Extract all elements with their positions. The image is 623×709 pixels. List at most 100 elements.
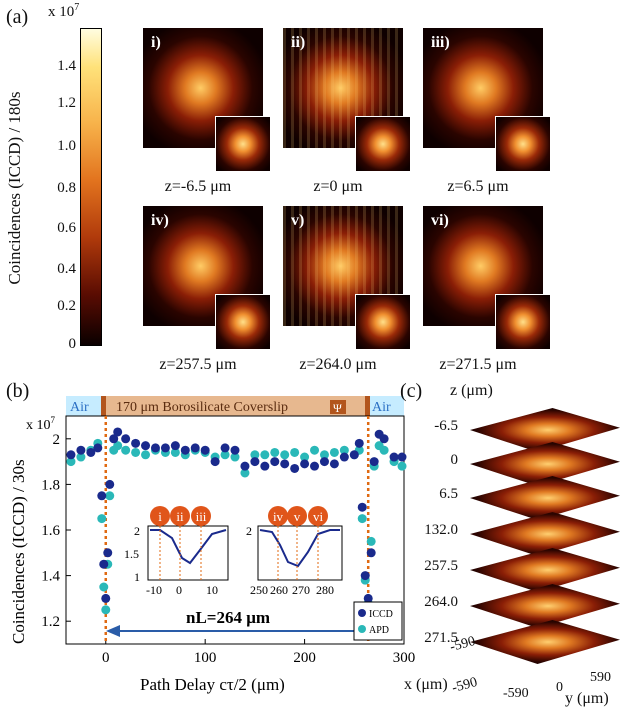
stack-z-label: 264.0 bbox=[424, 594, 458, 610]
panel-b-label: (b) bbox=[6, 380, 30, 402]
data-point-apd bbox=[270, 447, 280, 457]
data-point-iccd bbox=[200, 445, 210, 455]
stack-z-label: 132.0 bbox=[424, 522, 458, 538]
inset-ytick: 2 bbox=[246, 524, 252, 538]
image-tag: vi) bbox=[431, 212, 449, 229]
nl-arrow-head-left bbox=[106, 625, 120, 637]
data-point-apd bbox=[310, 445, 320, 455]
air-left-box bbox=[66, 396, 104, 416]
panel-a-label: (a) bbox=[6, 6, 29, 28]
data-point-iccd bbox=[210, 457, 220, 467]
boundary-markers bbox=[104, 416, 370, 644]
inset-xtick: 0 bbox=[176, 583, 182, 597]
coverslip-box bbox=[104, 396, 368, 416]
inset-marker-circle bbox=[287, 506, 307, 526]
air-left-text: Air bbox=[70, 400, 89, 415]
y-tick-c: 590 bbox=[590, 670, 611, 685]
data-point-apd bbox=[131, 447, 141, 457]
data-point-iccd bbox=[357, 502, 367, 512]
image-inset bbox=[355, 116, 411, 172]
image-tag: v) bbox=[291, 212, 305, 229]
image-tag: i) bbox=[151, 34, 161, 51]
data-point-apd bbox=[339, 445, 349, 455]
data-point-iccd bbox=[354, 438, 364, 448]
data-point-iccd bbox=[109, 434, 119, 444]
inset-xtick: 280 bbox=[316, 583, 334, 597]
data-point-iccd bbox=[160, 443, 170, 453]
stack-slice bbox=[470, 512, 620, 556]
inset-marker-circle bbox=[268, 506, 288, 526]
colorbar-tick: 1.2 bbox=[57, 95, 76, 111]
data-point-apd bbox=[141, 450, 151, 460]
inset-marker-label: iv bbox=[273, 509, 284, 524]
z-position-label: z=6.5 μm bbox=[447, 178, 509, 195]
stack-z-label: 271.5 bbox=[424, 630, 458, 646]
data-point-apd bbox=[300, 452, 310, 462]
inset-marker-label: v bbox=[294, 509, 301, 524]
data-point-iccd bbox=[329, 459, 339, 469]
data-point-iccd bbox=[319, 457, 329, 467]
inset-ytick: 2 bbox=[134, 524, 140, 538]
legend-apd: APD bbox=[369, 625, 389, 636]
inset-marker-label: ii bbox=[176, 509, 184, 524]
nl-annotation: nL=264 μm bbox=[186, 608, 270, 627]
data-point-iccd bbox=[170, 441, 180, 451]
data-point-iccd bbox=[270, 457, 280, 467]
image-tag: ii) bbox=[291, 34, 306, 51]
data-point-apd bbox=[319, 450, 329, 460]
data-point-apd bbox=[357, 514, 367, 524]
y-axis-c-label: y (μm) bbox=[565, 690, 609, 707]
stack-slice bbox=[470, 548, 620, 592]
inset-ytick: 1 bbox=[134, 570, 140, 584]
data-point-iccd bbox=[366, 548, 376, 558]
legend-iccd-dot bbox=[358, 609, 366, 617]
data-point-iccd bbox=[76, 445, 86, 455]
panel-c-zlabel: z (μm) bbox=[450, 382, 493, 399]
data-point-iccd bbox=[360, 571, 370, 581]
data-point-apd bbox=[113, 441, 123, 451]
data-point-iccd bbox=[363, 593, 373, 603]
image-tag: iv) bbox=[151, 212, 169, 229]
colorbar-exponent-power: 7 bbox=[74, 2, 80, 13]
data-point-apd bbox=[121, 445, 131, 455]
inset-2-curve bbox=[259, 529, 340, 568]
colorbar-tick: 0 bbox=[68, 336, 77, 352]
data-point-iccd bbox=[66, 450, 76, 460]
colorbar-exponent-base: x 10 bbox=[48, 4, 75, 20]
inset-marker-label: iii bbox=[196, 509, 207, 524]
data-point-iccd bbox=[369, 457, 379, 467]
data-point-apd bbox=[97, 514, 107, 524]
z-position-label: z=264.0 μm bbox=[299, 356, 377, 373]
data-point-iccd bbox=[290, 463, 300, 473]
legend-iccd: ICCD bbox=[369, 609, 393, 620]
stack-slice bbox=[470, 584, 620, 628]
z-position-label: z=271.5 μm bbox=[439, 356, 517, 373]
data-point-apd bbox=[329, 447, 339, 457]
inset-marker-circle bbox=[170, 506, 190, 526]
data-point-apd bbox=[101, 605, 111, 615]
data-point-iccd bbox=[190, 443, 200, 453]
inset-xtick: -10 bbox=[146, 583, 162, 597]
inset-marker-circle bbox=[308, 506, 328, 526]
inset-1: 2 1.5 1 -10 0 10 bbox=[124, 524, 229, 597]
image-inset bbox=[215, 116, 271, 172]
y-tick-label: 1.8 bbox=[41, 477, 60, 493]
colorbar-tick: 0.8 bbox=[57, 180, 76, 196]
y-tick-c: 0 bbox=[556, 680, 563, 695]
data-point-apd bbox=[76, 452, 86, 462]
data-point-apd bbox=[240, 468, 250, 478]
x-axis-label: Path Delay cτ/2 (μm) bbox=[140, 675, 285, 694]
colorbar-ylabel: Coincidences (ICCD) / 180s bbox=[5, 91, 24, 285]
data-point-iccd bbox=[105, 479, 115, 489]
data-point-apd bbox=[250, 450, 260, 460]
x-tick-label: 0 bbox=[102, 650, 110, 666]
panel-c-label: (c) bbox=[400, 380, 423, 402]
data-point-iccd bbox=[150, 443, 160, 453]
x-ticks: 0 100 200 300 bbox=[102, 639, 415, 666]
data-point-iccd bbox=[349, 450, 359, 460]
data-point-iccd bbox=[230, 445, 240, 455]
data-point-iccd bbox=[103, 548, 113, 558]
stack-z-label: 0 bbox=[450, 452, 459, 468]
y-ticks: 1.2 1.4 1.6 1.8 2 bbox=[41, 432, 71, 630]
image-inset bbox=[355, 294, 411, 350]
